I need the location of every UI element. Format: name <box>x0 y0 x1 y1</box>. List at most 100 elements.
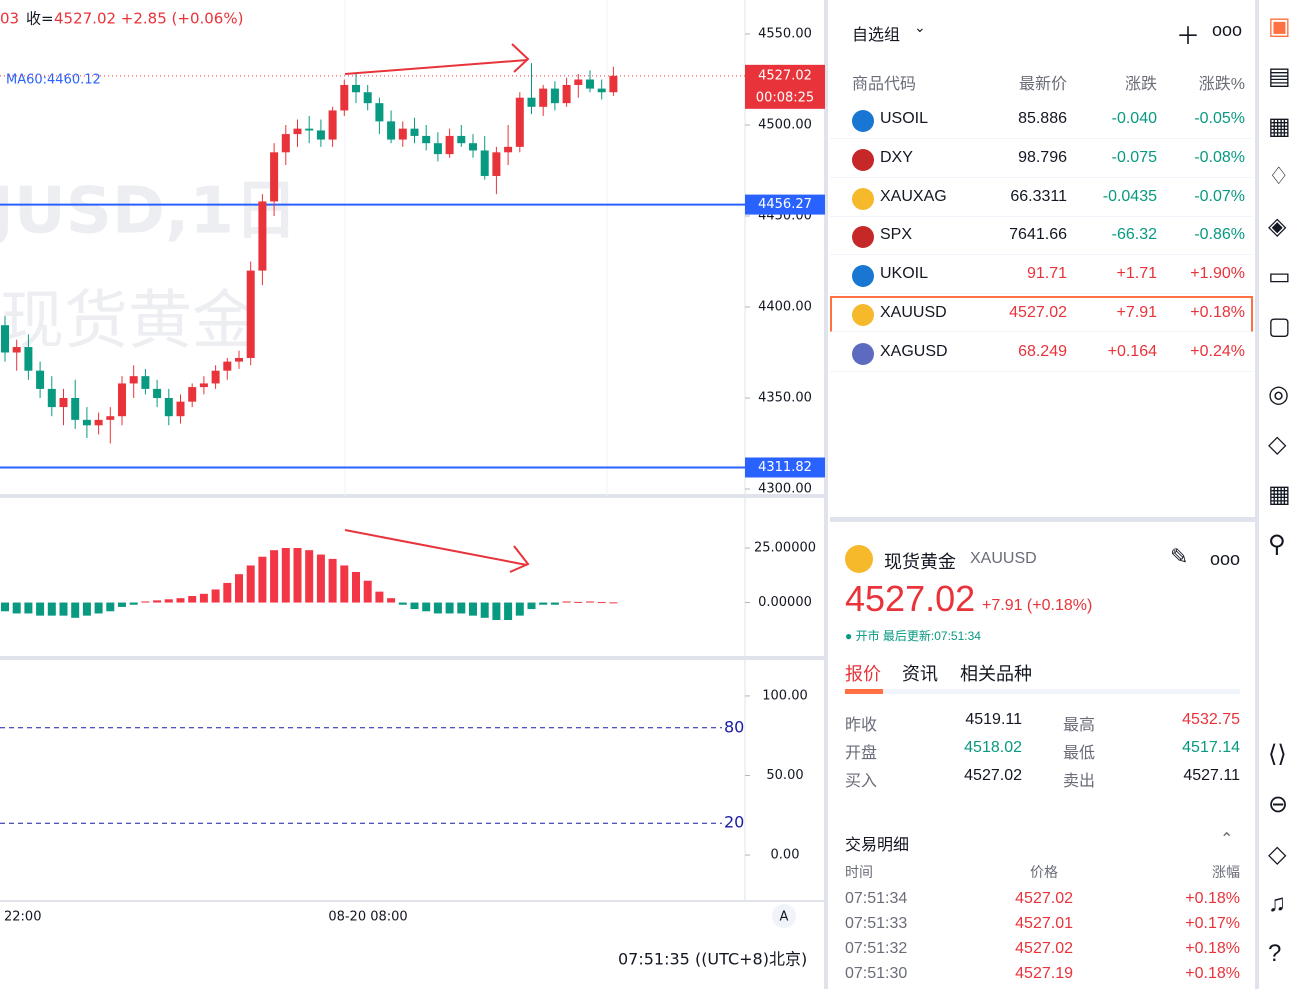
countdown: 00:08:25 <box>756 90 814 105</box>
macd-bar <box>387 598 396 603</box>
stat-value: 4518.02 <box>964 739 1022 756</box>
sidebar-icon[interactable]: ♫ <box>1268 890 1286 917</box>
macd-bar <box>597 602 606 604</box>
watchlist-row[interactable] <box>830 257 1253 295</box>
sidebar-icon[interactable]: ◈ <box>1268 213 1287 240</box>
watchlist-row[interactable] <box>830 141 1253 178</box>
macd-bar <box>223 582 232 603</box>
stat-label: 开盘 <box>845 745 878 762</box>
divider <box>830 517 1255 522</box>
sidebar-icon[interactable]: ⚲ <box>1268 531 1286 558</box>
trade-change: +0.18% <box>1185 940 1240 957</box>
collapse-icon[interactable]: ⌃ <box>1220 831 1234 848</box>
candle-body <box>1 325 9 353</box>
sidebar-icon[interactable]: ♢ <box>1268 163 1290 190</box>
watchlist-row[interactable] <box>830 296 1253 332</box>
candle-body <box>36 370 45 389</box>
auto-button[interactable]: A <box>780 910 789 925</box>
divider <box>1255 0 1259 989</box>
watchlist-row[interactable] <box>830 218 1253 256</box>
stat-label: 昨收 <box>845 717 878 734</box>
candle-body <box>281 134 290 153</box>
cell: +0.164 <box>1107 342 1157 360</box>
candle-body <box>504 146 513 153</box>
column-header: 时间 <box>845 864 873 880</box>
sidebar-icon[interactable]: ▣ <box>1268 13 1291 40</box>
level-label: 80 <box>724 717 744 736</box>
cell: +0.24% <box>1190 342 1245 360</box>
macd-bar <box>492 602 501 620</box>
candle-body <box>527 97 536 107</box>
macd-bar <box>352 572 360 603</box>
sidebar-icon[interactable]: ⟨⟩ <box>1268 741 1287 768</box>
more-icon[interactable]: ooo <box>1212 20 1243 40</box>
price-tag <box>745 457 825 478</box>
candle-body <box>457 135 466 144</box>
sidebar-icon[interactable]: ? <box>1268 940 1282 967</box>
trade-change: +0.18% <box>1185 965 1240 982</box>
candle-body <box>176 401 185 417</box>
sidebar-icon[interactable]: ▤ <box>1268 63 1291 90</box>
candle-body <box>118 383 126 417</box>
stat-label: 最低 <box>1063 745 1096 762</box>
edit-icon[interactable]: ✎ <box>1170 544 1189 569</box>
candle-body <box>199 383 208 388</box>
cell: -0.86% <box>1194 226 1245 244</box>
y-tick-label: 4300.00 <box>758 482 812 497</box>
tab[interactable]: 报价 <box>845 664 881 684</box>
y-tick-label: 4400.00 <box>758 300 812 315</box>
candle-body <box>141 376 150 389</box>
macd-bar <box>258 556 267 603</box>
price-tag <box>745 64 825 109</box>
add-icon[interactable]: ＋ <box>1176 23 1200 50</box>
candle-body <box>597 88 606 93</box>
price-tag-label: 4527.02 <box>758 68 812 83</box>
sidebar-icon[interactable]: ▢ <box>1268 313 1291 340</box>
sidebar-icon[interactable]: ⊖ <box>1268 791 1289 818</box>
macd-bar <box>363 580 372 603</box>
macd-bar <box>398 602 407 605</box>
trade-change: +0.17% <box>1185 915 1240 932</box>
watchlist-row[interactable] <box>830 180 1253 217</box>
macd-bar <box>562 601 571 603</box>
symbol-icon <box>852 148 874 171</box>
candle-body <box>387 121 396 140</box>
sidebar-icon[interactable]: ◇ <box>1268 841 1287 868</box>
sidebar-icon[interactable]: ▭ <box>1268 263 1291 290</box>
candle-body <box>246 270 255 358</box>
price-tag-label: 4311.82 <box>758 460 812 475</box>
y-tick-label: 4550.00 <box>758 27 812 42</box>
candle-body <box>539 88 548 107</box>
candle-body <box>223 361 232 371</box>
sidebar-icon[interactable]: ◇ <box>1268 431 1287 458</box>
candle-body <box>258 201 267 271</box>
level-label: 20 <box>724 813 744 832</box>
more-icon[interactable]: ooo <box>1210 549 1241 569</box>
watchlist-row[interactable] <box>830 102 1253 139</box>
symbol-icon <box>852 187 874 210</box>
macd-bar <box>235 574 243 603</box>
candle-body <box>340 84 349 111</box>
sidebar-icon[interactable]: ◎ <box>1268 381 1289 408</box>
cell: +1.71 <box>1116 265 1157 283</box>
sidebar-icon[interactable]: ▦ <box>1268 113 1291 140</box>
dropdown-icon[interactable]: ⌄ <box>914 19 926 35</box>
header-quote: 4527.02 +2.85 (+0.06%) <box>54 10 243 28</box>
cell: -66.32 <box>1111 226 1157 244</box>
tab[interactable]: 相关品种 <box>960 664 1032 684</box>
tab[interactable]: 资讯 <box>902 664 938 684</box>
sidebar-icon[interactable]: ▦ <box>1268 481 1291 508</box>
candle-body <box>586 79 594 89</box>
column-header: 商品代码 <box>852 76 917 93</box>
macd-bar <box>504 602 513 620</box>
macd-bar <box>316 554 325 603</box>
candle-body <box>316 130 325 140</box>
candle-body <box>352 84 360 93</box>
macd-bar <box>539 602 548 605</box>
macd-bar <box>410 602 419 610</box>
macd-bar <box>94 602 103 614</box>
macd-bar <box>36 602 45 616</box>
watchlist-title[interactable]: 自选组 <box>852 27 901 44</box>
candle-body <box>12 347 21 353</box>
watchlist-row[interactable] <box>830 335 1253 372</box>
